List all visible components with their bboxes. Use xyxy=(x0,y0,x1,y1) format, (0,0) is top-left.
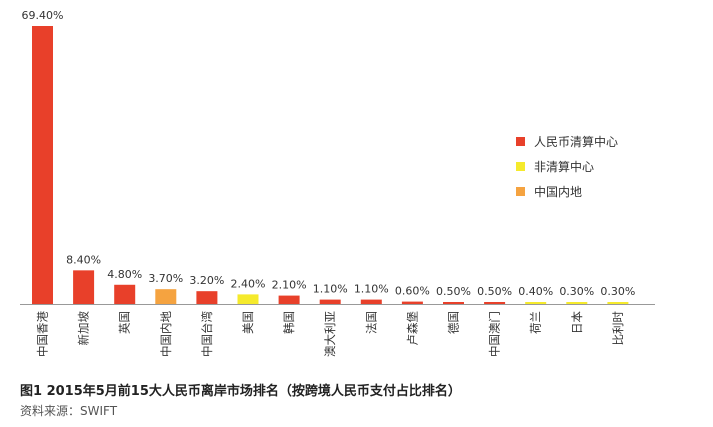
category-label-6: 美国 xyxy=(241,311,255,334)
legend-label-clearing: 人民币清算中心 xyxy=(534,134,618,149)
value-label-6: 2.40% xyxy=(231,277,266,290)
bar-8 xyxy=(319,299,341,304)
bar-14 xyxy=(566,302,588,304)
category-label-5: 中国台湾 xyxy=(200,311,214,357)
value-label-13: 0.40% xyxy=(518,285,553,298)
category-label-1: 中国香港 xyxy=(36,311,50,357)
value-label-9: 1.10% xyxy=(354,283,389,296)
bars-group xyxy=(32,26,629,304)
value-labels-group: 69.40% 8.40% 4.80% 3.70% 3.20% 2.40% 2.10% 1.10… xyxy=(22,9,636,298)
value-label-8: 1.10% xyxy=(313,283,348,296)
value-label-7: 2.10% xyxy=(272,279,307,292)
value-label-5: 3.20% xyxy=(189,274,224,287)
value-label-2: 8.40% xyxy=(66,253,101,266)
bar-5 xyxy=(196,291,218,304)
bar-15 xyxy=(607,302,629,304)
figure-caption: 图1 2015年5月前15大人民币离岸市场排名（按跨境人民币支付占比排名） xyxy=(20,384,461,399)
value-label-3: 4.80% xyxy=(107,268,142,281)
category-labels-group: 中国香港 新加坡 英国 中国内地 中国台湾 美国 韩国 澳大利亚 法国 卢森堡 德国 中国澳门 荷兰 日本… xyxy=(36,311,625,357)
bar-6 xyxy=(237,294,259,304)
bar-1 xyxy=(32,26,53,304)
category-label-14: 日本 xyxy=(570,311,584,334)
category-label-9: 法国 xyxy=(364,311,378,334)
value-label-15: 0.30% xyxy=(600,285,635,298)
legend-swatch-non_clearing xyxy=(516,162,525,171)
category-label-15: 比利时 xyxy=(611,311,625,346)
bar-3 xyxy=(114,284,136,304)
category-label-8: 澳大利亚 xyxy=(323,311,337,357)
value-label-14: 0.30% xyxy=(559,285,594,298)
bar-7 xyxy=(278,295,300,304)
legend-swatch-mainland xyxy=(516,187,525,196)
value-label-11: 0.50% xyxy=(436,285,471,298)
value-label-1: 69.40% xyxy=(22,9,64,22)
bar-2 xyxy=(73,270,95,304)
source-note: 资料来源：SWIFT xyxy=(20,404,118,418)
category-label-2: 新加坡 xyxy=(77,311,91,346)
value-label-4: 3.70% xyxy=(148,272,183,285)
category-label-10: 卢森堡 xyxy=(405,311,419,346)
value-label-12: 0.50% xyxy=(477,285,512,298)
bar-13 xyxy=(525,302,547,304)
category-label-3: 英国 xyxy=(118,311,132,334)
bar-10 xyxy=(401,301,423,304)
bar-12 xyxy=(484,301,506,304)
category-label-12: 中国澳门 xyxy=(488,311,502,357)
bar-9 xyxy=(360,299,382,304)
legend-swatch-clearing xyxy=(516,137,525,146)
category-label-4: 中国内地 xyxy=(159,311,173,357)
value-label-10: 0.60% xyxy=(395,285,430,298)
bar-4 xyxy=(155,289,177,304)
category-label-7: 韩国 xyxy=(282,311,296,334)
category-label-11: 德国 xyxy=(447,311,461,334)
legend-label-non_clearing: 非清算中心 xyxy=(534,159,594,174)
category-label-13: 荷兰 xyxy=(529,311,543,334)
bar-chart: 69.40% 8.40% 4.80% 3.70% 3.20% 2.40% 2.10% 1.10… xyxy=(20,9,655,357)
legend-label-mainland: 中国内地 xyxy=(534,184,582,199)
bar-11 xyxy=(443,301,464,304)
